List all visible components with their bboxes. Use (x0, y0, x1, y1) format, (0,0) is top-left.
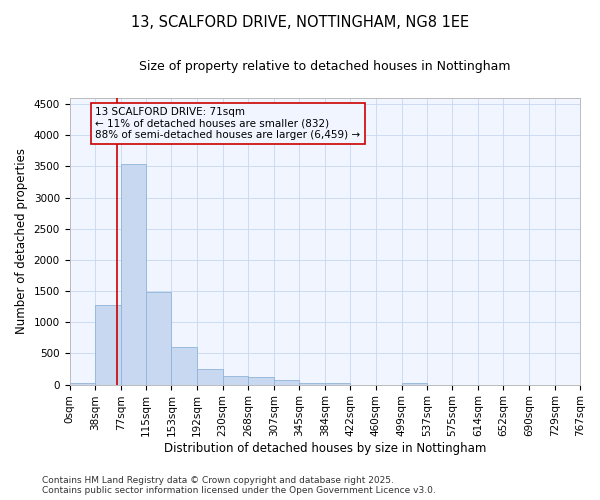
Title: Size of property relative to detached houses in Nottingham: Size of property relative to detached ho… (139, 60, 511, 73)
Bar (401, 382, 427, 384)
Y-axis label: Number of detached properties: Number of detached properties (15, 148, 28, 334)
Bar (172, 347, 197, 385)
Bar (274, 380, 299, 384)
Text: 13 SCALFORD DRIVE: 71sqm
← 11% of detached houses are smaller (832)
88% of semi-: 13 SCALFORD DRIVE: 71sqm ← 11% of detach… (95, 107, 361, 140)
Bar (70, 382, 95, 384)
Bar (121, 164, 146, 384)
Text: 13, SCALFORD DRIVE, NOTTINGHAM, NG8 1EE: 13, SCALFORD DRIVE, NOTTINGHAM, NG8 1EE (131, 15, 469, 30)
Bar (248, 378, 274, 384)
Bar (299, 382, 325, 384)
Text: Contains HM Land Registry data © Crown copyright and database right 2025.
Contai: Contains HM Land Registry data © Crown c… (42, 476, 436, 495)
Bar (146, 292, 172, 384)
Bar (95, 305, 121, 384)
X-axis label: Distribution of detached houses by size in Nottingham: Distribution of detached houses by size … (164, 442, 486, 455)
Bar (197, 369, 223, 384)
Bar (223, 376, 248, 384)
